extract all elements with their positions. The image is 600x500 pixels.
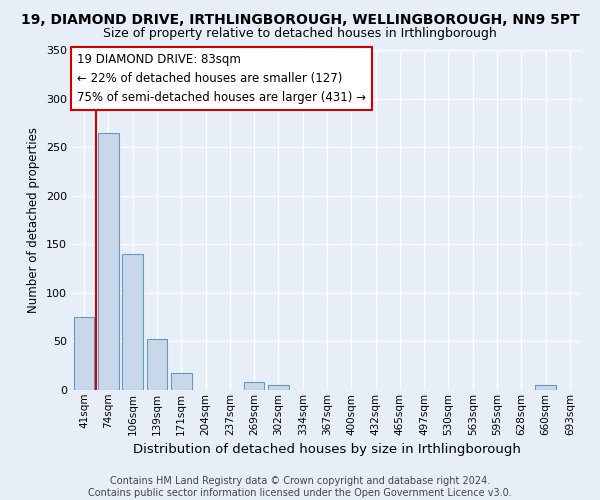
Bar (74, 317, 94, 390)
Bar (244, 382, 265, 390)
Bar (268, 385, 289, 390)
Bar (171, 374, 191, 390)
Bar (98, 132, 119, 390)
Bar (535, 385, 556, 390)
Text: 19 DIAMOND DRIVE: 83sqm
← 22% of detached houses are smaller (127)
75% of semi-d: 19 DIAMOND DRIVE: 83sqm ← 22% of detache… (77, 54, 366, 104)
Bar (146, 340, 167, 390)
X-axis label: Distribution of detached houses by size in Irthlingborough: Distribution of detached houses by size … (133, 443, 521, 456)
Bar (122, 254, 143, 390)
Text: 19, DIAMOND DRIVE, IRTHLINGBOROUGH, WELLINGBOROUGH, NN9 5PT: 19, DIAMOND DRIVE, IRTHLINGBOROUGH, WELL… (20, 12, 580, 26)
Text: Size of property relative to detached houses in Irthlingborough: Size of property relative to detached ho… (103, 28, 497, 40)
Text: Contains HM Land Registry data © Crown copyright and database right 2024.
Contai: Contains HM Land Registry data © Crown c… (88, 476, 512, 498)
Y-axis label: Number of detached properties: Number of detached properties (28, 127, 40, 313)
